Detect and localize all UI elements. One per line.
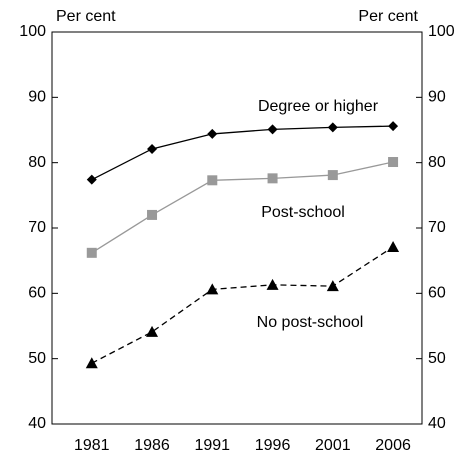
marker <box>327 170 338 181</box>
x-tick-label: 1991 <box>194 437 230 454</box>
series-line <box>91 125 394 181</box>
y-tick-label: 60 <box>28 285 46 302</box>
marker <box>147 209 158 220</box>
marker <box>207 128 218 139</box>
marker <box>147 143 158 154</box>
y2-tick-label: 70 <box>428 219 446 236</box>
y-tick-label: 100 <box>19 23 46 40</box>
y2-tick-label: 60 <box>428 285 446 302</box>
y-tick-label: 50 <box>28 350 46 367</box>
y-tick-label: 90 <box>28 89 46 106</box>
series-label: Degree or higher <box>258 98 379 115</box>
y2-tick-label: 90 <box>428 89 446 106</box>
x-tick-label: 2006 <box>375 437 411 454</box>
x-tick-label: 1996 <box>255 437 291 454</box>
marker <box>207 175 218 186</box>
marker <box>267 124 278 135</box>
y-tick-label: 70 <box>28 219 46 236</box>
marker <box>86 174 97 185</box>
marker <box>388 157 399 168</box>
series-label: No post-school <box>257 314 364 331</box>
marker <box>388 121 399 132</box>
marker <box>266 278 279 290</box>
marker <box>86 247 97 258</box>
x-tick-label: 1981 <box>74 437 110 454</box>
y-tick-label: 80 <box>28 154 46 171</box>
marker <box>387 240 400 252</box>
x-tick-label: 2001 <box>315 437 351 454</box>
left-axis-label: Per cent <box>56 8 116 25</box>
marker <box>327 122 338 133</box>
marker <box>326 280 339 292</box>
right-axis-label: Per cent <box>358 8 418 25</box>
series-line <box>91 161 394 254</box>
y-tick-label: 40 <box>28 415 46 432</box>
y2-tick-label: 100 <box>428 23 455 40</box>
y2-tick-label: 40 <box>428 415 446 432</box>
y2-tick-label: 50 <box>428 350 446 367</box>
marker <box>206 283 219 295</box>
plot-frame <box>51 31 423 425</box>
marker <box>85 357 98 369</box>
series-line <box>91 246 394 364</box>
x-tick-label: 1986 <box>134 437 170 454</box>
y2-tick-label: 80 <box>428 154 446 171</box>
marker <box>146 325 159 337</box>
marker <box>267 173 278 184</box>
series-label: Post-school <box>261 204 345 221</box>
